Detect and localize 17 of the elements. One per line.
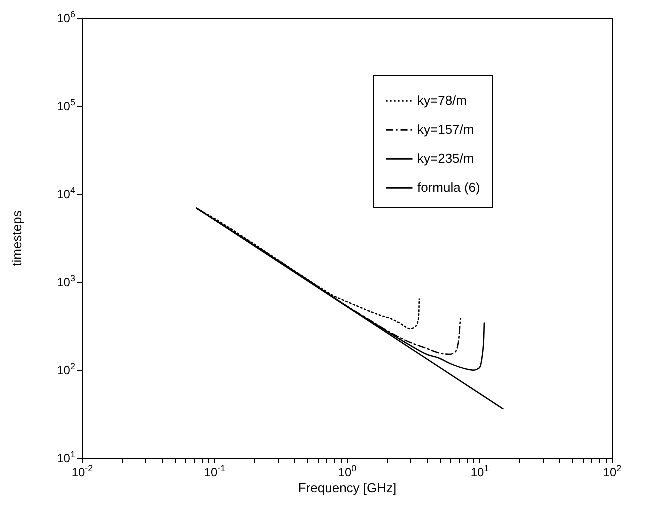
x-tick-label: 10$^{2}$ — [603, 464, 622, 480]
y-tick-label: 10$^{5}$ — [57, 98, 76, 114]
legend-label: ky=78/m — [418, 93, 467, 108]
y-tick-label: 10$^{4}$ — [57, 186, 76, 202]
y-tick-label: 10$^{6}$ — [57, 10, 76, 26]
legend-label: ky=157/m — [418, 122, 474, 138]
x-tick-label: 10$^{-1}$ — [204, 464, 226, 480]
x-tick-label: 10$^{-2}$ — [72, 464, 94, 480]
x-axis-title: Frequency [GHz] — [298, 480, 397, 496]
legend-label: ky=235/m — [418, 151, 474, 166]
y-tick-label: 10$^{3}$ — [57, 274, 76, 290]
x-tick-label: 10$^{0}$ — [338, 464, 357, 480]
y-tick-label: 10$^{2}$ — [57, 362, 76, 378]
x-tick-label: 10$^{1}$ — [470, 464, 490, 480]
legend-label: formula (6) — [418, 180, 480, 196]
y-tick-label: 10$^{1}$ — [57, 450, 76, 466]
y-axis-title: timesteps — [9, 210, 24, 266]
